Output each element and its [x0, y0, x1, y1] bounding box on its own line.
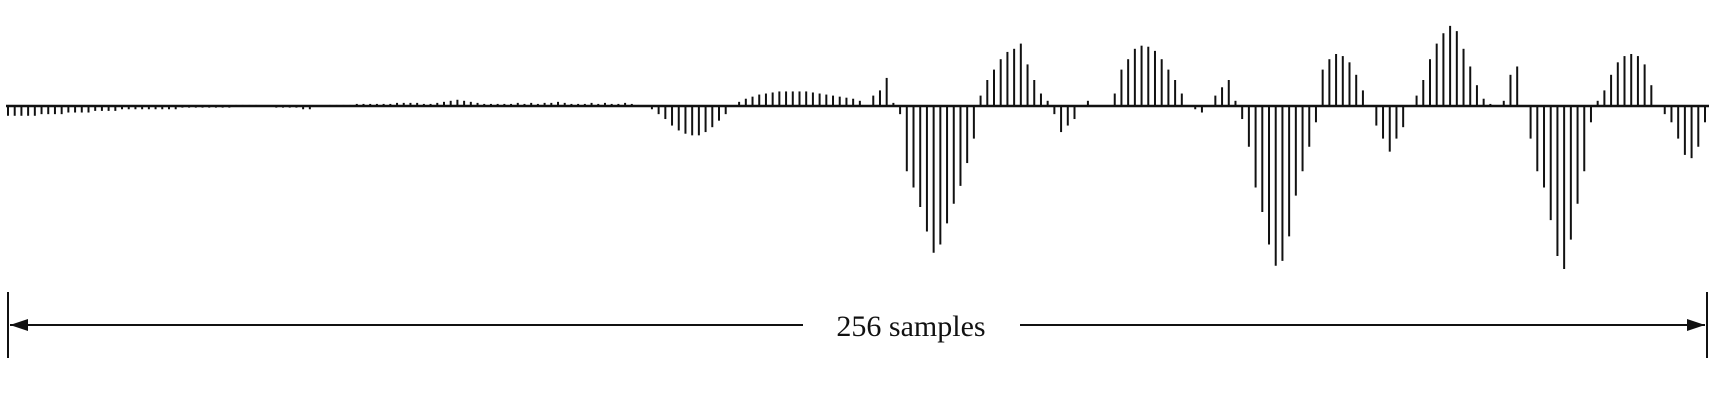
- span-label: 256 samples: [836, 310, 985, 343]
- span-arrow-right: [1687, 319, 1705, 331]
- sample-stems: [7, 25, 1706, 269]
- sample-span-dimension: 256 samples: [7, 292, 1708, 358]
- span-arrow-left: [10, 319, 28, 331]
